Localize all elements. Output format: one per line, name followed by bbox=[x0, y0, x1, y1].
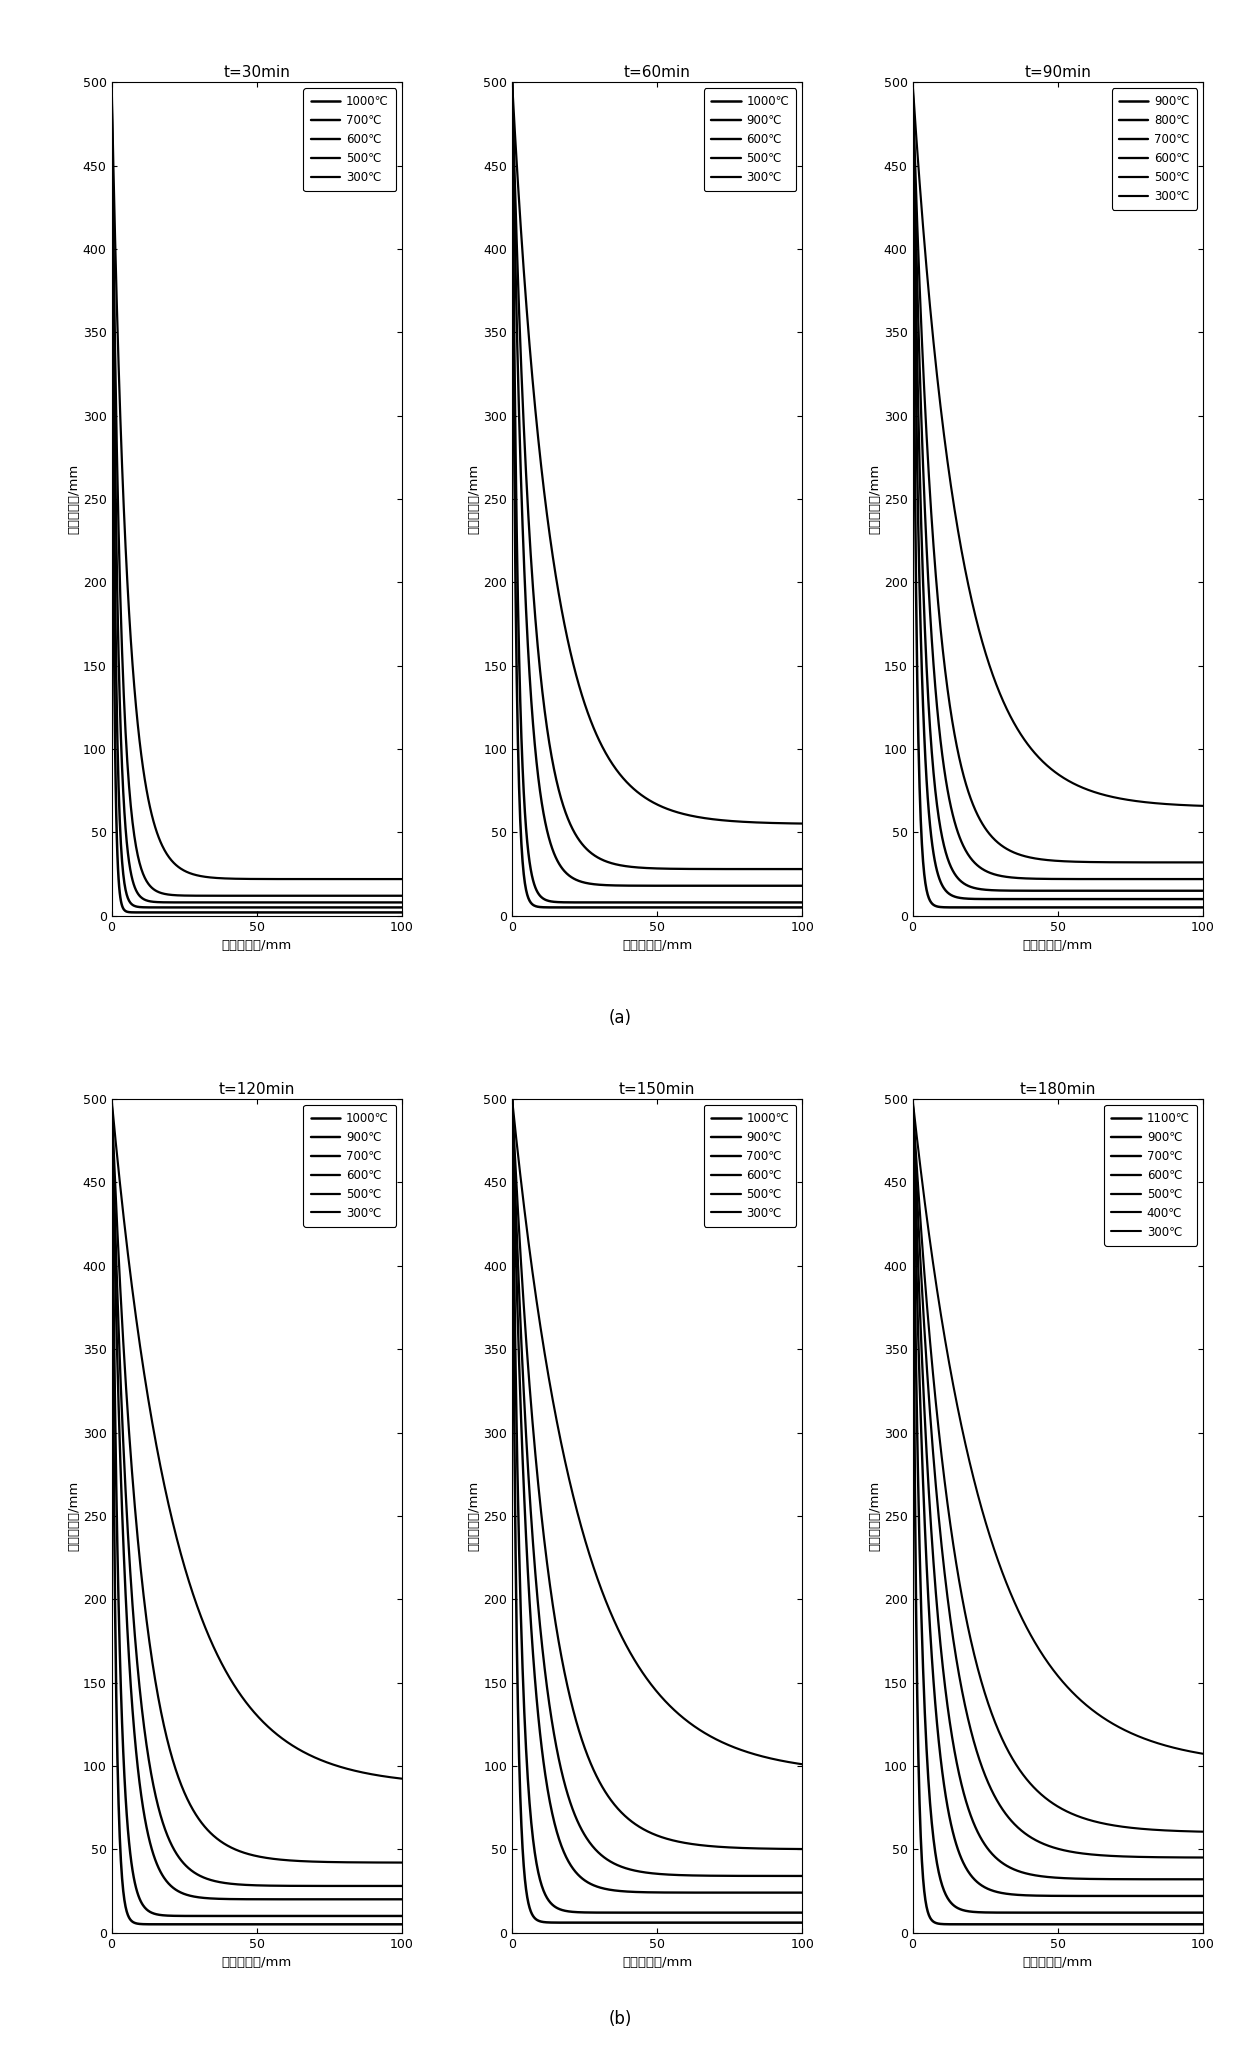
X-axis label: 至侧边距离/mm: 至侧边距离/mm bbox=[622, 940, 692, 952]
Y-axis label: 至底边距离/mm: 至底边距离/mm bbox=[67, 465, 79, 535]
Title: t=30min: t=30min bbox=[223, 64, 290, 80]
Text: (b): (b) bbox=[609, 2011, 631, 2027]
Legend: 1000℃, 900℃, 600℃, 500℃, 300℃: 1000℃, 900℃, 600℃, 500℃, 300℃ bbox=[704, 88, 796, 191]
Title: t=120min: t=120min bbox=[218, 1081, 295, 1096]
Title: t=60min: t=60min bbox=[624, 64, 691, 80]
Legend: 1000℃, 700℃, 600℃, 500℃, 300℃: 1000℃, 700℃, 600℃, 500℃, 300℃ bbox=[304, 88, 396, 191]
Y-axis label: 至底边距离/mm: 至底边距离/mm bbox=[67, 1480, 79, 1550]
Y-axis label: 至底边距离/mm: 至底边距离/mm bbox=[868, 465, 880, 535]
Legend: 900℃, 800℃, 700℃, 600℃, 500℃, 300℃: 900℃, 800℃, 700℃, 600℃, 500℃, 300℃ bbox=[1112, 88, 1197, 210]
X-axis label: 至侧边距离/mm: 至侧边距离/mm bbox=[222, 940, 291, 952]
Text: (a): (a) bbox=[609, 1009, 631, 1026]
Title: t=90min: t=90min bbox=[1024, 64, 1091, 80]
X-axis label: 至侧边距离/mm: 至侧边距离/mm bbox=[1023, 940, 1092, 952]
Y-axis label: 至底边距离/mm: 至底边距离/mm bbox=[467, 465, 480, 535]
X-axis label: 至侧边距离/mm: 至侧边距离/mm bbox=[1023, 1955, 1092, 1970]
Legend: 1000℃, 900℃, 700℃, 600℃, 500℃, 300℃: 1000℃, 900℃, 700℃, 600℃, 500℃, 300℃ bbox=[704, 1104, 796, 1227]
X-axis label: 至侧边距离/mm: 至侧边距离/mm bbox=[622, 1955, 692, 1970]
Title: t=180min: t=180min bbox=[1019, 1081, 1096, 1096]
Legend: 1100℃, 900℃, 700℃, 600℃, 500℃, 400℃, 300℃: 1100℃, 900℃, 700℃, 600℃, 500℃, 400℃, 300… bbox=[1105, 1104, 1197, 1246]
Y-axis label: 至底边距离/mm: 至底边距离/mm bbox=[467, 1480, 480, 1550]
X-axis label: 至侧边距离/mm: 至侧边距离/mm bbox=[222, 1955, 291, 1970]
Y-axis label: 至底边距离/mm: 至底边距离/mm bbox=[868, 1480, 880, 1550]
Legend: 1000℃, 900℃, 700℃, 600℃, 500℃, 300℃: 1000℃, 900℃, 700℃, 600℃, 500℃, 300℃ bbox=[304, 1104, 396, 1227]
Title: t=150min: t=150min bbox=[619, 1081, 696, 1096]
